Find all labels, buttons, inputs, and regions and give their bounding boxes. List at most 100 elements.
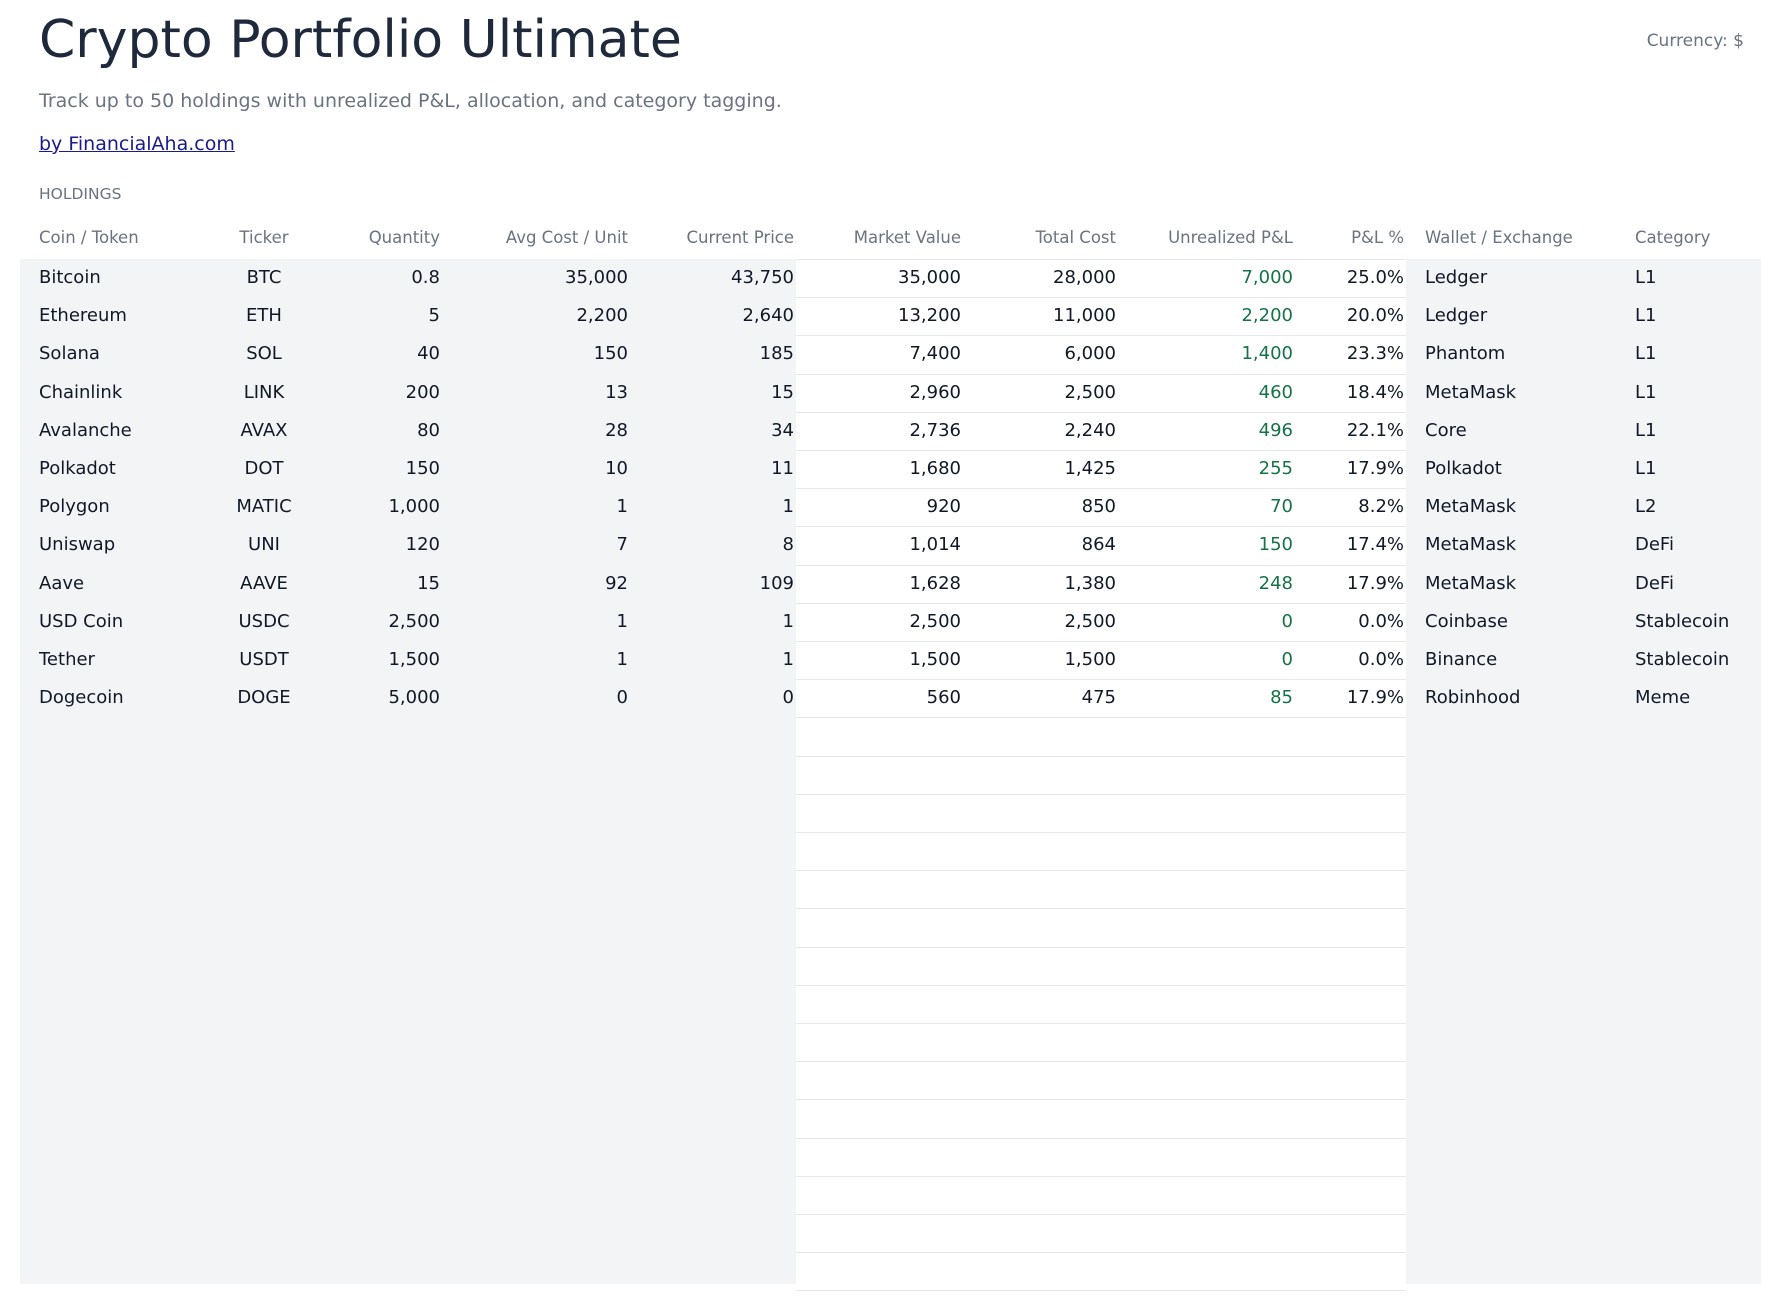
cell: MetaMask [1425,534,1517,555]
cell: 0 [1281,649,1293,670]
cell: DOT [244,458,284,479]
cell: 2,200 [1241,305,1293,326]
cell: 13,200 [898,305,961,326]
cell: 150 [405,458,440,479]
row-line [796,1061,1406,1062]
cell: Ethereum [39,305,127,326]
cell: 28,000 [1053,267,1116,288]
cell: LINK [243,382,285,403]
row-line [796,756,1406,757]
row-line [796,641,1406,642]
cell: ETH [246,305,282,326]
cell: 0 [782,687,794,708]
cell: 25.0% [1346,267,1404,288]
cell: 8 [782,534,794,555]
cell: Stablecoin [1635,611,1730,632]
cell: 0.8 [411,267,440,288]
row-line [796,1290,1406,1291]
cell: L1 [1635,458,1657,479]
cell: 255 [1258,458,1293,479]
cell: 1 [616,496,628,517]
cell: 2,500 [1064,611,1116,632]
cell: Chainlink [39,382,123,403]
row-line [796,297,1406,298]
computed-area [796,259,1406,1284]
cell: 15 [771,382,794,403]
cell: Dogecoin [39,687,124,708]
subtitle: Track up to 50 holdings with unrealized … [39,90,782,112]
cell: 17.4% [1346,534,1404,555]
cell: 109 [759,573,794,594]
cell: Robinhood [1425,687,1521,708]
cell: Polygon [39,496,110,517]
cell: 1,628 [909,573,961,594]
cell: 2,960 [909,382,961,403]
cell: MetaMask [1425,573,1517,594]
row-line [796,412,1406,413]
cell: Aave [39,573,85,594]
row-line [796,1214,1406,1215]
column-header: Category [1635,228,1711,247]
cell: 18.4% [1346,382,1404,403]
cell: Polkadot [39,458,116,479]
cell: 460 [1258,382,1293,403]
column-header: Coin / Token [39,228,139,247]
cell: 920 [926,496,961,517]
cell: L2 [1635,496,1657,517]
cell: L1 [1635,420,1657,441]
cell: AVAX [240,420,288,441]
cell: 7,400 [909,343,961,364]
column-header: Ticker [239,228,289,247]
cell: 185 [759,343,794,364]
cell: 43,750 [731,267,794,288]
cell: 1,500 [1064,649,1116,670]
row-line [796,1138,1406,1139]
column-header: Unrealized P&L [1168,228,1293,247]
cell: 2,200 [576,305,628,326]
cell: 2,736 [909,420,961,441]
cell: 850 [1081,496,1116,517]
link[interactable]: by FinancialAha.com [39,133,235,155]
row-line [796,870,1406,871]
cell: MetaMask [1425,382,1517,403]
cell: L1 [1635,382,1657,403]
cell: Ledger [1425,305,1488,326]
cell: 864 [1081,534,1116,555]
cell: 28 [605,420,628,441]
cell: Coinbase [1425,611,1508,632]
cell: Tether [39,649,95,670]
cell: 80 [417,420,440,441]
row-line [796,1023,1406,1024]
cell: 23.3% [1346,343,1404,364]
cell: 1 [616,611,628,632]
cell: Solana [39,343,100,364]
cell: 34 [771,420,794,441]
cell: 10 [605,458,628,479]
cell: MATIC [236,496,292,517]
row-line [796,374,1406,375]
row-line [796,679,1406,680]
cell: L1 [1635,267,1657,288]
column-header: Avg Cost / Unit [505,228,628,247]
cell: 1,680 [909,458,961,479]
cell: 1 [616,649,628,670]
cell: 120 [405,534,440,555]
cell: 70 [1270,496,1293,517]
cell: 200 [405,382,440,403]
column-header: Market Value [853,228,961,247]
cell: 150 [1258,534,1293,555]
cell: 5,000 [388,687,440,708]
cell: 2,500 [909,611,961,632]
row-line [796,488,1406,489]
row-line [796,603,1406,604]
cell: Ledger [1425,267,1488,288]
currency: Currency: $ [1646,31,1744,51]
cell: 1,425 [1064,458,1116,479]
cell: DOGE [237,687,291,708]
cell: 20.0% [1346,305,1404,326]
cell: DeFi [1635,534,1674,555]
cell: 2,640 [742,305,794,326]
cell: 0.0% [1358,611,1404,632]
cell: BTC [246,267,282,288]
row-line [796,450,1406,451]
